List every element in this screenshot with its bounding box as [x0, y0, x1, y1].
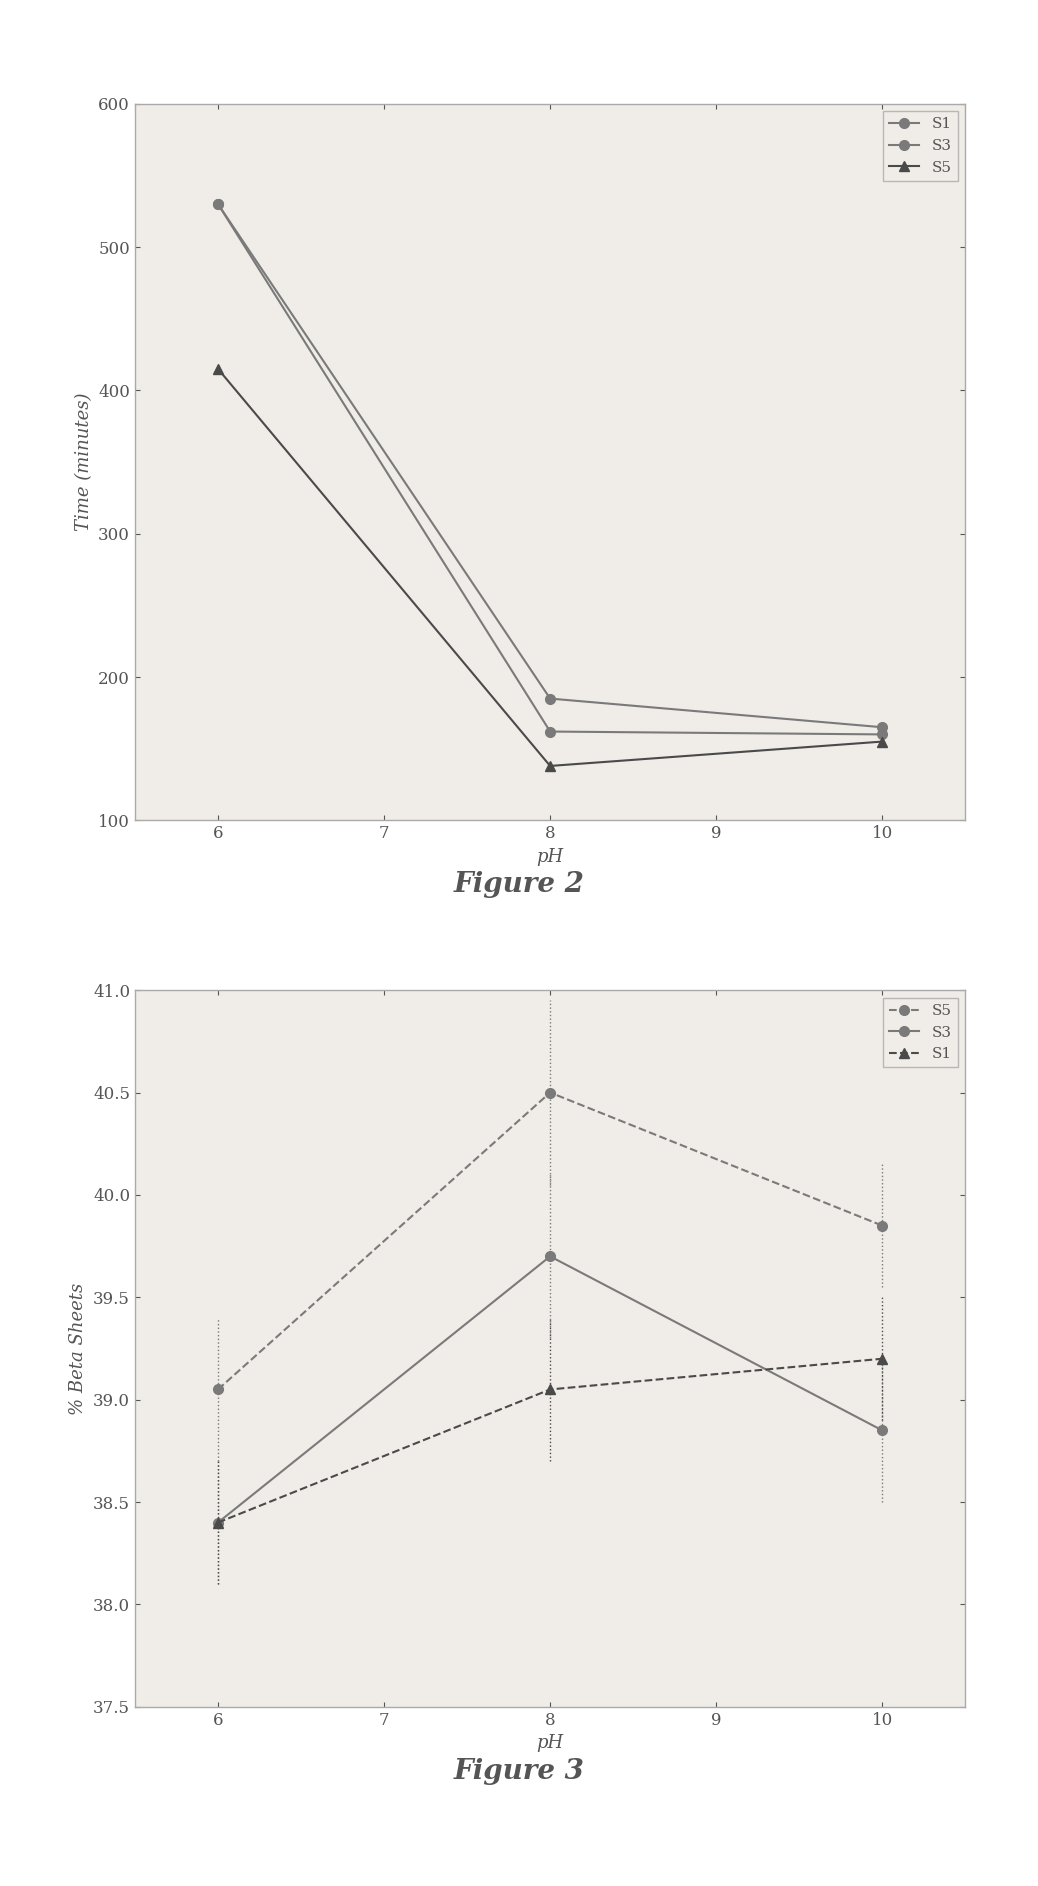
S1 — [876, 717, 889, 739]
S5 — [212, 1379, 224, 1401]
X-axis label: pH: pH — [537, 1735, 564, 1752]
S5 — [544, 754, 556, 777]
S1 — [212, 1511, 224, 1533]
Text: Figure 2: Figure 2 — [454, 871, 584, 898]
Line: S1: S1 — [213, 200, 887, 732]
S3 — [212, 1511, 224, 1533]
S1 — [544, 687, 556, 709]
S5 — [544, 1081, 556, 1103]
S1 — [544, 1379, 556, 1401]
Line: S5: S5 — [213, 364, 887, 771]
S5 — [876, 730, 889, 753]
S3 — [544, 1245, 556, 1267]
S3 — [876, 1418, 889, 1441]
S5 — [876, 1215, 889, 1237]
S3 — [876, 722, 889, 745]
Text: Figure 3: Figure 3 — [454, 1758, 584, 1784]
Legend: S1, S3, S5: S1, S3, S5 — [882, 111, 958, 181]
Line: S5: S5 — [213, 1088, 887, 1394]
Line: S3: S3 — [213, 200, 887, 739]
Line: S3: S3 — [213, 1252, 887, 1528]
S1 — [212, 192, 224, 215]
S5 — [212, 358, 224, 381]
S3 — [544, 720, 556, 743]
Y-axis label: Time (minutes): Time (minutes) — [75, 392, 92, 532]
S1 — [876, 1347, 889, 1369]
Y-axis label: % Beta Sheets: % Beta Sheets — [70, 1282, 87, 1414]
Legend: S5, S3, S1: S5, S3, S1 — [882, 998, 958, 1067]
S3 — [212, 192, 224, 215]
X-axis label: pH: pH — [537, 849, 564, 866]
Line: S1: S1 — [213, 1354, 887, 1528]
